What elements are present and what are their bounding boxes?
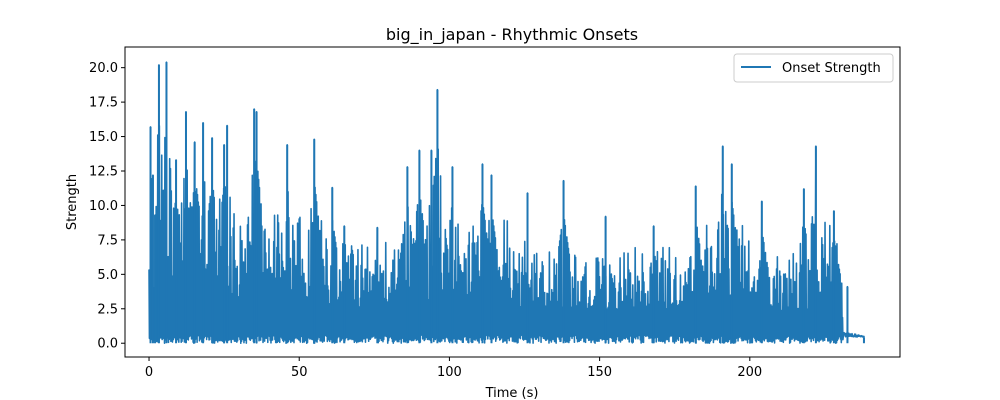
x-tick-label: 0: [145, 365, 153, 380]
y-tick-label: 15.0: [89, 130, 118, 145]
chart-title: big_in_japan - Rhythmic Onsets: [386, 25, 638, 45]
y-tick-label: 5.0: [97, 268, 118, 283]
y-tick-label: 12.5: [89, 165, 118, 180]
x-axis-label: Time (s): [485, 386, 539, 400]
y-tick-label: 7.5: [97, 233, 118, 248]
y-axis: 0.0 2.5 5.0 7.5 10.0 12.5 15.0 17.5 20.0: [89, 61, 125, 352]
y-tick-label: 17.5: [89, 96, 118, 111]
y-tick-label: 2.5: [97, 302, 118, 317]
legend: Onset Strength: [733, 53, 894, 83]
y-tick-label: 0.0: [97, 337, 118, 352]
x-axis: 0 50 100 150 200: [145, 357, 762, 380]
legend-box: [733, 53, 894, 83]
y-axis-label: Strength: [65, 174, 80, 230]
y-tick-label: 10.0: [89, 199, 118, 214]
legend-label: Onset Strength: [782, 61, 881, 76]
series-line-onset-strength: [148, 61, 865, 345]
x-tick-label: 150: [587, 365, 612, 380]
x-tick-label: 50: [291, 365, 308, 380]
x-tick-label: 200: [737, 365, 762, 380]
plot-layer: [148, 61, 865, 345]
y-tick-label: 20.0: [89, 61, 118, 76]
x-tick-label: 100: [437, 365, 462, 380]
plot-frame: [124, 46, 901, 358]
